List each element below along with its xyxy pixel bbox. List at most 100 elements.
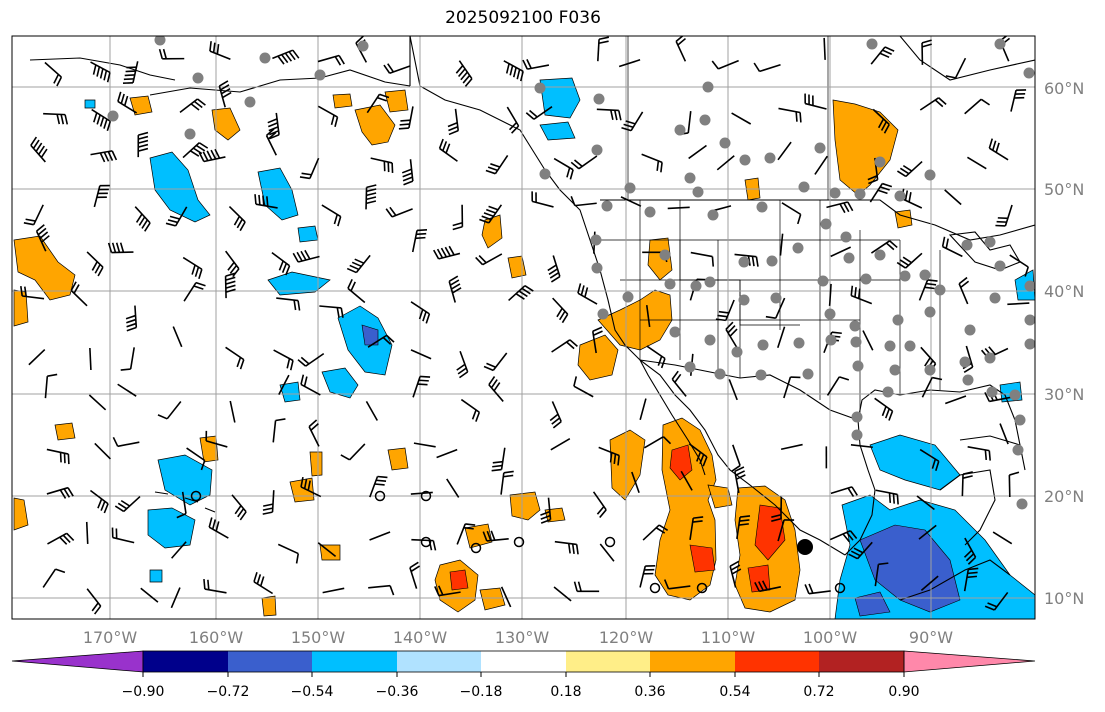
fill-red	[689, 544, 716, 573]
wind-barb	[963, 537, 977, 565]
wind-barb	[921, 376, 943, 398]
wind-barb-feather	[610, 109, 614, 121]
wind-barb	[208, 517, 229, 539]
wind-barb-feather	[440, 247, 448, 258]
wind-barb-feather	[657, 355, 663, 366]
wind-barb-feather	[904, 190, 909, 201]
wind-barb-shaft	[690, 251, 713, 258]
wind-barb	[967, 156, 987, 170]
wind-barb-feather	[718, 310, 729, 314]
station-dot	[154, 36, 166, 46]
lat-label: 20°N	[1044, 487, 1084, 506]
station-dot	[664, 278, 676, 290]
wind-barb-shaft	[687, 111, 692, 134]
wind-barb	[919, 448, 940, 472]
wind-barb-feather	[233, 215, 241, 226]
station-dot	[829, 187, 841, 199]
wind-barb-shaft	[170, 587, 181, 609]
wind-barb-feather	[851, 486, 858, 496]
wind-barb-shaft	[828, 283, 832, 306]
wind-barb-feather	[448, 125, 459, 132]
wind-barb-shaft	[781, 202, 802, 216]
wind-barb-feather	[284, 52, 293, 62]
wind-barb-feather	[114, 505, 125, 513]
lon-label: 120°W	[599, 628, 654, 647]
wind-barb-feather	[452, 221, 463, 227]
station-open-circle	[470, 542, 482, 554]
wind-barb	[412, 375, 431, 398]
wind-barb-feather	[734, 466, 745, 473]
wind-barb-feather	[540, 514, 551, 520]
wind-barb-feather	[234, 505, 242, 515]
wind-barb	[620, 196, 642, 207]
wind-barb-feather	[797, 214, 802, 225]
wind-barb	[874, 397, 894, 421]
wind-barb-feather	[202, 151, 209, 162]
wind-barb-shaft	[205, 440, 228, 448]
wind-barb-feather	[308, 419, 318, 428]
wind-barb-feather	[521, 287, 531, 295]
station-dot	[866, 38, 878, 50]
wind-barb-feather	[211, 519, 217, 530]
wind-barb-feather	[377, 475, 388, 479]
wind-barb-shaft	[28, 348, 46, 366]
wind-barb	[944, 189, 962, 206]
wind-barb-shaft	[717, 59, 739, 70]
wind-barb-feather	[269, 130, 279, 136]
wind-barb-feather	[365, 200, 377, 205]
wind-barb-feather	[804, 584, 810, 595]
wind-barb-feather	[39, 231, 49, 240]
wind-barb-feather	[625, 120, 636, 125]
wind-barb	[254, 194, 278, 209]
wind-barb	[715, 299, 735, 322]
wind-barb	[731, 112, 752, 125]
wind-barb-feather	[921, 43, 932, 48]
wind-barb-feather	[524, 284, 534, 292]
station-open-circle	[513, 536, 525, 548]
wind-barb-feather	[366, 184, 377, 189]
wind-barb-feather	[924, 357, 931, 367]
wind-barb	[999, 423, 1009, 445]
wind-barb-feather	[854, 287, 857, 298]
wind-barb-feather	[258, 194, 261, 205]
wind-barb-feather	[702, 456, 708, 467]
station-dot	[919, 269, 931, 281]
hawaii	[154, 491, 216, 513]
wind-barb	[111, 527, 135, 544]
wind-barb	[645, 305, 651, 328]
wind-barb-feather	[221, 87, 231, 95]
station-dot	[674, 124, 686, 136]
wind-barb-feather	[492, 460, 503, 464]
colorbar-segment	[735, 651, 819, 672]
wind-barb-feather	[755, 256, 759, 267]
station-dot	[770, 292, 782, 304]
wind-barb-shaft	[850, 444, 873, 449]
wind-barb-feather	[735, 470, 745, 476]
wind-barb-shaft	[85, 521, 89, 544]
wind-barb-feather	[924, 286, 935, 290]
wind-barb-feather	[519, 71, 524, 82]
wind-barb	[491, 447, 506, 472]
wind-barb-feather	[214, 148, 221, 159]
wind-barb-shaft	[680, 470, 693, 491]
wind-barb	[44, 373, 58, 399]
station-dot	[593, 93, 605, 105]
wind-barb-feather	[382, 336, 392, 345]
wind-barb	[89, 489, 109, 514]
wind-barb	[319, 305, 344, 318]
colorbar-segment	[143, 651, 228, 672]
wind-barb-feather	[337, 216, 342, 227]
wind-barb	[689, 516, 704, 541]
station-dot	[756, 201, 768, 213]
wind-barb-feather	[613, 453, 617, 465]
wind-barb-feather	[218, 80, 229, 87]
colorbar-segment	[650, 651, 735, 672]
wind-barb-feather	[301, 172, 312, 176]
station-dot	[984, 236, 996, 248]
wind-barb-feather	[730, 564, 741, 571]
wind-barb-feather	[267, 118, 278, 124]
wind-barb-shaft	[728, 379, 738, 401]
wind-barb-feather	[567, 543, 571, 554]
wind-barb-feather	[711, 60, 719, 70]
colorbar-tick-label: −0.18	[460, 684, 503, 700]
